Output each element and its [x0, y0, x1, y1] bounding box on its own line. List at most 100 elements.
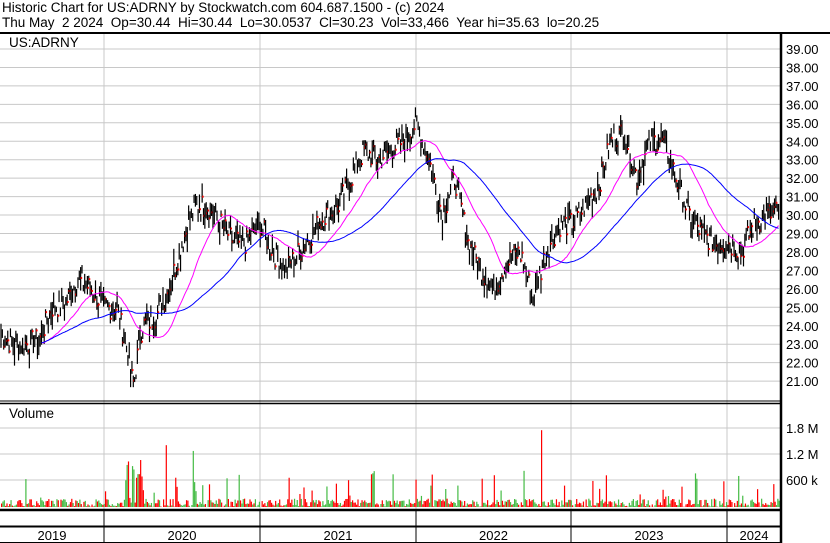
- volume-bar: [428, 502, 431, 507]
- volume-bar: [667, 496, 670, 507]
- volume-bar: [17, 501, 19, 507]
- volume-bar: [649, 505, 651, 507]
- volume-bar: [248, 503, 250, 507]
- volume-bar: [482, 502, 485, 507]
- volume-bar: [9, 504, 11, 507]
- volume-bar: [420, 495, 423, 507]
- volume-bar: [246, 503, 248, 507]
- volume-bar: [7, 506, 9, 507]
- volume-bar: [728, 499, 730, 507]
- volume-bar: [323, 505, 325, 507]
- volume-bar: [527, 505, 529, 507]
- volume-bar: [758, 502, 760, 507]
- volume-bar: [522, 504, 524, 507]
- volume-bar: [647, 500, 649, 507]
- volume-bar: [580, 503, 582, 507]
- volume-bar: [181, 505, 184, 507]
- volume-bar: [439, 499, 441, 507]
- volume-bar: [349, 495, 351, 507]
- volume-bar: [2, 501, 4, 507]
- volume-bar: [412, 503, 414, 507]
- volume-bar: [22, 505, 24, 507]
- volume-bar: [493, 475, 495, 507]
- volume-bar: [554, 504, 556, 507]
- volume-bar: [253, 503, 255, 507]
- volume-bar: [704, 499, 706, 507]
- volume-bar: [292, 505, 294, 507]
- grid: [0, 33, 781, 510]
- volume-bar: [512, 503, 514, 507]
- volume-bar: [603, 503, 605, 507]
- volume-bar: [460, 500, 462, 507]
- volume-bar: [376, 503, 378, 507]
- close-tick: [543, 252, 546, 255]
- volume-bar: [431, 474, 433, 507]
- volume-bar: [545, 505, 547, 507]
- close-tick: [577, 210, 579, 213]
- close-tick: [677, 186, 679, 189]
- volume-bar: [221, 502, 223, 507]
- close-tick: [370, 163, 373, 166]
- volume-bar: [751, 499, 753, 507]
- volume-bar: [372, 473, 374, 507]
- volume-bar: [538, 503, 540, 507]
- volume-bar: [670, 500, 672, 507]
- volume-bar: [485, 504, 487, 507]
- volume-bar: [555, 499, 558, 507]
- volume-bar: [769, 505, 771, 507]
- close-tick: [202, 195, 204, 198]
- volume-bar: [654, 505, 656, 507]
- volume-bar: [10, 500, 12, 507]
- close-tick: [397, 137, 400, 140]
- volume-bar: [338, 504, 340, 507]
- volume-bar: [396, 500, 398, 507]
- close-tick: [227, 233, 230, 236]
- volume-bar: [586, 506, 589, 507]
- close-tick: [57, 314, 60, 317]
- volume-bar: [330, 501, 332, 507]
- volume-bar: [37, 503, 39, 507]
- volume-bar: [518, 504, 520, 507]
- volume-bar: [466, 503, 468, 507]
- volume-bar: [543, 501, 545, 507]
- close-tick: [98, 303, 100, 306]
- volume-bar: [546, 506, 548, 507]
- price-tick-label: 28.00: [786, 245, 819, 260]
- volume-bar: [752, 501, 755, 507]
- close-tick: [395, 148, 397, 151]
- price-tick-label: 34.00: [786, 134, 819, 149]
- volume-bar: [250, 501, 252, 507]
- volume-bar: [264, 503, 266, 507]
- volume-bar: [276, 504, 278, 507]
- price-tick-label: 33.00: [786, 153, 819, 168]
- volume-bar: [638, 504, 640, 507]
- close-tick: [446, 211, 448, 214]
- volume-bar: [446, 498, 448, 507]
- volume-bar: [235, 503, 238, 507]
- volume-bar: [734, 503, 736, 507]
- volume-bar: [612, 506, 614, 507]
- volume-bar: [99, 502, 101, 507]
- volume-bar: [13, 506, 15, 507]
- volume-bar: [302, 505, 304, 507]
- volume-bar: [331, 499, 333, 507]
- volume-bar: [335, 483, 337, 507]
- volume-bar: [611, 502, 613, 507]
- volume-bar: [38, 505, 40, 507]
- volume-bar: [100, 504, 103, 507]
- volume-bar: [208, 484, 211, 507]
- volume-bar: [277, 503, 279, 507]
- price-tick-label: 38.00: [786, 60, 819, 75]
- volume-bar: [549, 505, 551, 507]
- ma-long-line: [41, 158, 779, 344]
- volume-bar: [18, 500, 20, 507]
- price-tick-label: 31.00: [786, 190, 819, 205]
- close-tick: [743, 255, 745, 258]
- volume-bar: [589, 500, 591, 507]
- volume-bar: [158, 500, 161, 507]
- volume-bar: [634, 505, 636, 507]
- close-tick: [550, 242, 552, 245]
- volume-bar: [620, 503, 622, 507]
- volume-bar: [392, 474, 394, 507]
- volume-bar: [185, 500, 188, 507]
